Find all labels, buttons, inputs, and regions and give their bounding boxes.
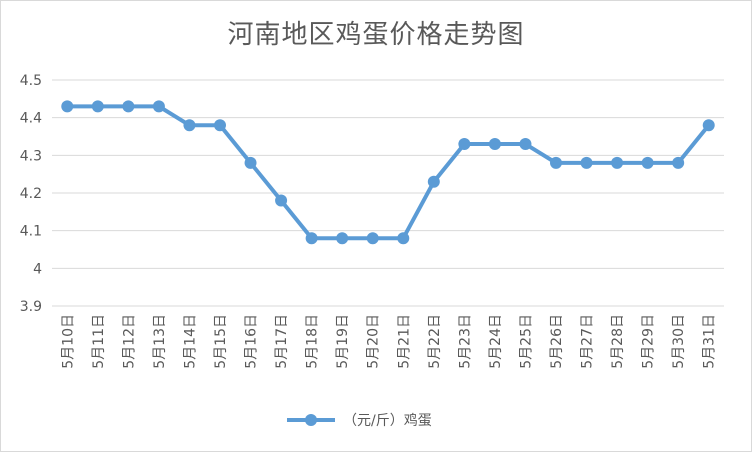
grid-lines — [52, 79, 724, 307]
data-point[interactable] — [152, 100, 165, 113]
x-tick-label: 5月19日 — [335, 314, 351, 369]
data-point[interactable] — [641, 156, 654, 169]
series-layer — [61, 100, 715, 245]
data-point[interactable] — [183, 119, 196, 132]
y-tick-label: 4.3 — [20, 148, 42, 164]
data-point[interactable] — [519, 138, 532, 151]
data-point[interactable] — [427, 175, 440, 188]
x-tick-label: 5月21日 — [396, 314, 412, 369]
y-axis-ticks: 3.9 4 4.1 4.2 4.3 4.4 4.5 — [20, 73, 42, 315]
x-tick-label: 5月30日 — [671, 314, 687, 369]
series-line — [67, 104, 711, 241]
legend[interactable]: （元/斤）鸡蛋 — [287, 412, 432, 429]
data-point[interactable] — [61, 100, 74, 113]
x-tick-label: 5月22日 — [427, 314, 443, 369]
x-tick-label: 5月27日 — [580, 314, 596, 369]
x-tick-label: 5月23日 — [457, 314, 473, 369]
legend-label: （元/斤）鸡蛋 — [343, 412, 432, 429]
data-point[interactable] — [122, 100, 135, 113]
x-tick-label: 5月15日 — [213, 314, 229, 369]
chart-title: 河南地区鸡蛋价格走势图 — [227, 20, 525, 50]
data-point[interactable] — [580, 156, 593, 169]
data-point[interactable] — [672, 156, 685, 169]
x-tick-label: 5月31日 — [702, 314, 718, 369]
x-tick-label: 5月10日 — [60, 314, 76, 369]
y-tick-label: 4.4 — [20, 111, 42, 127]
x-tick-label: 5月18日 — [305, 314, 321, 369]
x-tick-label: 5月13日 — [152, 314, 168, 369]
x-tick-label: 5月12日 — [121, 314, 137, 369]
data-point[interactable] — [458, 138, 471, 151]
x-tick-label: 5月17日 — [274, 314, 290, 369]
data-point[interactable] — [91, 100, 104, 113]
data-point[interactable] — [244, 156, 257, 169]
x-tick-label: 5月14日 — [182, 314, 198, 369]
x-tick-label: 5月28日 — [610, 314, 626, 369]
x-tick-label: 5月26日 — [549, 314, 565, 369]
data-point[interactable] — [214, 119, 226, 132]
y-tick-label: 4.1 — [20, 224, 42, 240]
y-tick-label: 3.9 — [20, 299, 42, 315]
x-tick-label: 5月29日 — [641, 314, 657, 369]
x-tick-label: 5月25日 — [518, 314, 534, 369]
x-tick-label: 5月16日 — [244, 314, 260, 369]
data-point[interactable] — [366, 232, 379, 245]
data-point[interactable] — [305, 232, 318, 245]
data-point[interactable] — [336, 232, 349, 245]
legend-swatch-marker — [305, 414, 317, 426]
y-tick-label: 4.5 — [20, 73, 42, 89]
x-tick-label: 5月20日 — [366, 314, 382, 369]
x-axis-ticks: 5月10日 5月11日 5月12日 5月13日 5月14日 5月15日 5月16日 5月17日… — [60, 314, 717, 369]
data-point[interactable] — [611, 156, 624, 169]
data-point[interactable] — [275, 194, 288, 207]
x-tick-label: 5月24日 — [488, 314, 504, 369]
x-tick-label: 5月11日 — [91, 314, 107, 369]
data-point[interactable] — [397, 232, 410, 245]
y-tick-label: 4.2 — [20, 186, 42, 202]
data-point[interactable] — [550, 156, 562, 169]
y-tick-label: 4 — [33, 261, 42, 277]
data-point[interactable] — [702, 119, 715, 132]
data-point[interactable] — [488, 138, 501, 151]
